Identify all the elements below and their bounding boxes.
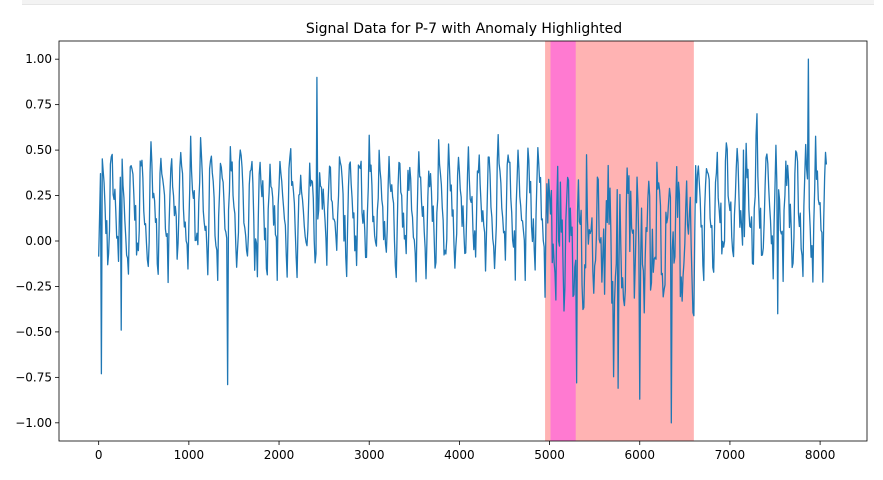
signal-series [98, 58, 828, 424]
axes: 0 1000 2000 3000 4000 5000 6000 7000 8000 −1.00 −0… [15, 40, 868, 462]
y-tick-label: 1.00 [25, 52, 52, 66]
x-tick-label: 8000 [805, 448, 836, 462]
y-tick-label: 0.00 [25, 234, 52, 248]
x-tick-label: 3000 [354, 448, 385, 462]
top-strip [22, 0, 874, 5]
x-tick-label: 0 [95, 448, 103, 462]
y-tick-label: −1.00 [15, 416, 52, 430]
signal-line [98, 58, 828, 424]
y-tick-label: −0.75 [15, 370, 52, 384]
x-tick-label: 5000 [534, 448, 565, 462]
y-tick-label: 0.75 [25, 98, 52, 112]
x-tick-label: 7000 [715, 448, 746, 462]
y-tick-label: −0.50 [15, 325, 52, 339]
chart-title: Signal Data for P-7 with Anomaly Highlig… [306, 21, 622, 37]
y-tick-label: −0.25 [15, 279, 52, 293]
x-tick-label: 2000 [264, 448, 295, 462]
y-tick-label: 0.50 [25, 143, 52, 157]
x-tick-label: 1000 [174, 448, 205, 462]
plot-frame [58, 40, 868, 442]
x-tick-label: 4000 [444, 448, 475, 462]
x-tick-label: 6000 [624, 448, 655, 462]
y-tick-label: 0.25 [25, 189, 52, 203]
